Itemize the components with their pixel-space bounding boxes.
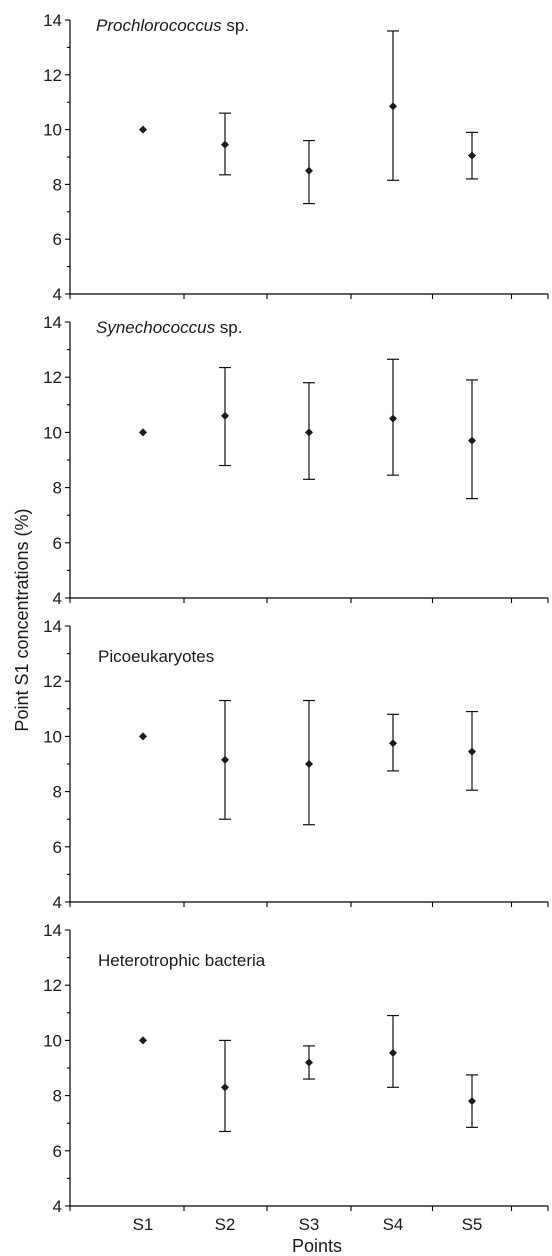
y-tick-label: 4 [53,285,62,304]
data-point-S4 [389,1048,397,1057]
data-point-S5 [468,151,476,160]
panel-title-text: Picoeukaryotes [98,647,214,666]
y-tick-label: 12 [43,368,62,387]
y-tick-label: 14 [43,921,62,940]
x-tick-label: S4 [383,1215,404,1234]
data-point-S2 [221,140,229,149]
y-tick-label: 4 [53,1197,62,1216]
y-tick-label: 6 [53,1142,62,1161]
panel-title: Heterotrophic bacteria [98,951,266,970]
data-point-S1 [139,1036,147,1045]
data-point-S1 [139,428,147,437]
data-point-S3 [305,1058,313,1067]
y-tick-label: 10 [43,423,62,442]
data-point-S1 [139,125,147,134]
panel-title: Prochlorococcus sp. [96,16,249,35]
data-point-S5 [468,436,476,445]
panel-3: 4 6 8 10 12 14 Picoeukaryotes [43,617,549,912]
y-tick-label: 4 [53,893,62,912]
data-point-S2 [221,411,229,420]
panels: 4 6 8 10 12 14 Prochlorococcus sp. 4 6 8 10 12 14 Syn… [43,11,549,1234]
panel-2: 4 6 8 10 12 14 Synechococcus sp. [43,313,549,608]
x-axis-title: Points [292,1236,342,1256]
y-tick-label: 12 [43,976,62,995]
y-tick-label: 6 [53,838,62,857]
data-point-S4 [389,102,397,111]
x-tick-label: S3 [299,1215,320,1234]
panel-title: Synechococcus sp. [96,318,242,337]
y-tick-label: 14 [43,617,62,636]
data-point-S4 [389,739,397,748]
y-tick-label: 4 [53,589,62,608]
y-tick-label: 8 [53,479,62,498]
data-point-S1 [139,732,147,741]
y-tick-label: 8 [53,1087,62,1106]
panel-title-text: Heterotrophic bacteria [98,951,266,970]
data-point-S3 [305,760,313,768]
data-point-S2 [221,755,229,764]
data-point-S4 [389,414,397,423]
x-tick-label: S5 [462,1215,483,1234]
y-tick-label: 8 [53,175,62,194]
y-tick-label: 14 [43,313,62,332]
y-tick-label: 12 [43,672,62,691]
data-point-S5 [468,1097,476,1106]
x-tick-label: S2 [215,1215,236,1234]
data-point-S2 [221,1083,229,1092]
y-tick-label: 8 [53,783,62,802]
y-tick-label: 10 [43,121,62,140]
data-point-S3 [305,166,313,175]
y-tick-label: 14 [43,11,62,30]
y-tick-label: 6 [53,230,62,249]
panel-4: 4 6 8 10 12 14 Heterotrophic bacteria S1 S2 S3 S4 S… [43,921,549,1234]
data-point-S5 [468,747,476,756]
x-tick-label: S1 [133,1215,154,1234]
panel-title: Picoeukaryotes [98,647,214,666]
y-tick-label: 10 [43,1031,62,1050]
panel-title-italic: Prochlorococcus [96,16,222,35]
panel-title-text: sp. [215,318,242,337]
y-tick-label: 12 [43,66,62,85]
panel-title-italic: Synechococcus [96,318,216,337]
y-axis-title: Point S1 concentrations (%) [12,508,32,731]
data-point-S3 [305,428,313,437]
panel-1: 4 6 8 10 12 14 Prochlorococcus sp. [43,11,549,304]
y-tick-label: 6 [53,534,62,553]
y-tick-label: 10 [43,727,62,746]
panel-title-text: sp. [222,16,249,35]
